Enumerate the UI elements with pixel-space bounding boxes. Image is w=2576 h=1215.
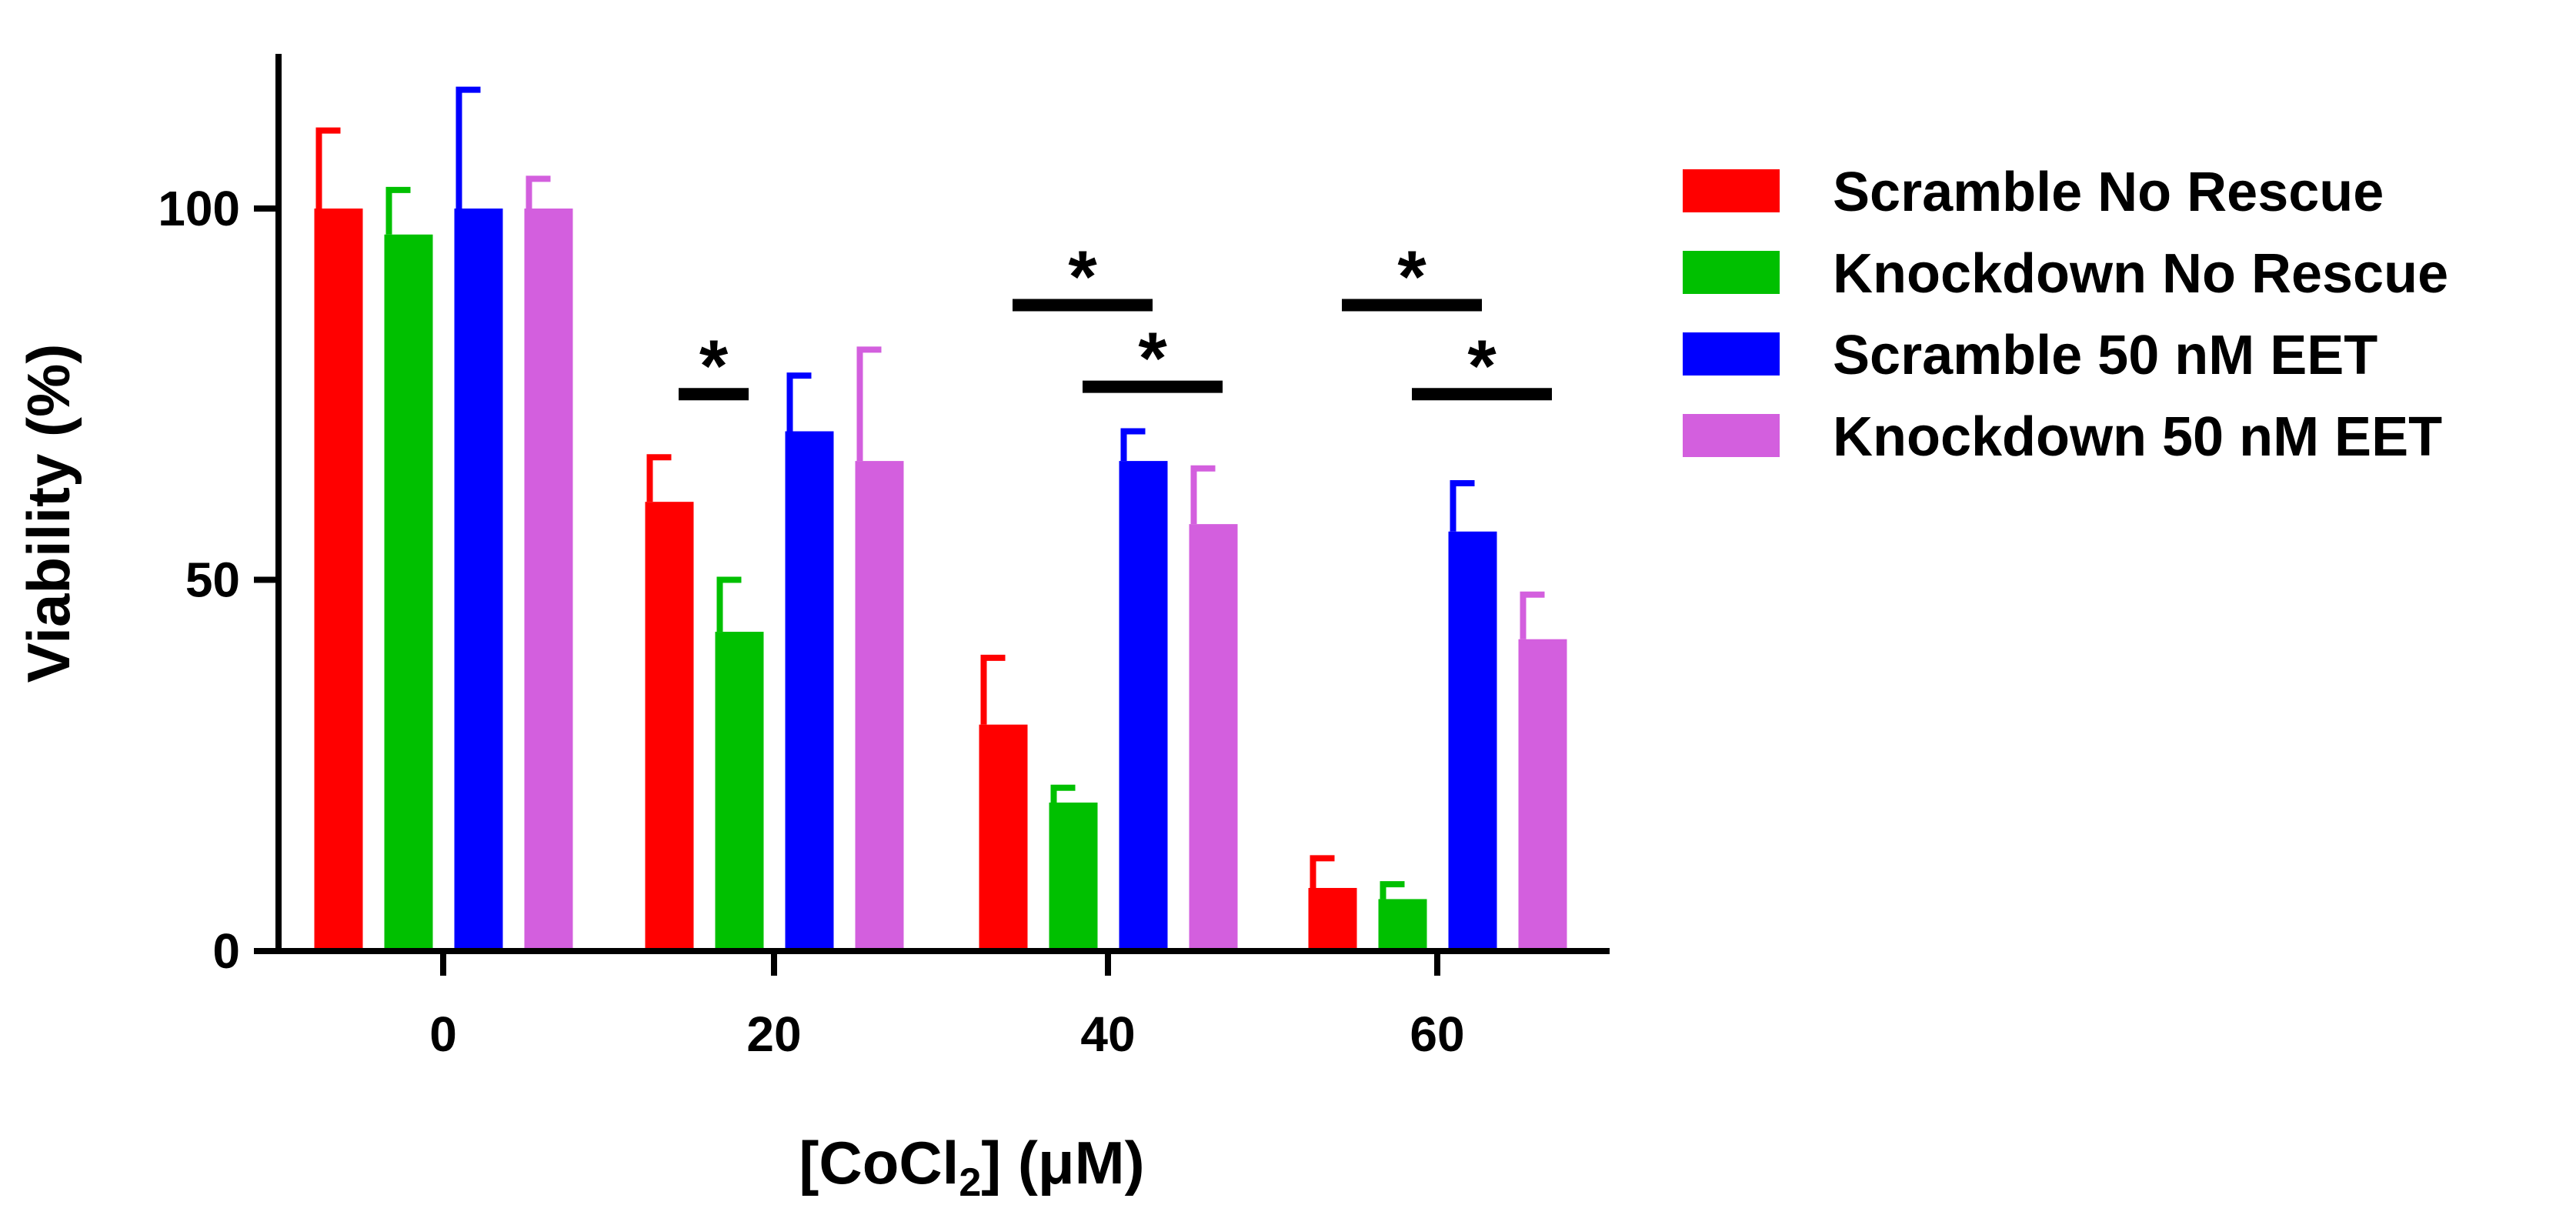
bar	[314, 209, 363, 951]
legend-label: Scramble 50 nM EET	[1833, 325, 2377, 386]
bar	[855, 461, 904, 951]
legend-swatch	[1683, 332, 1780, 376]
error-bars-layer	[315, 86, 1545, 900]
bar	[715, 632, 764, 951]
significance-star: *	[1397, 235, 1426, 318]
bar	[645, 502, 694, 951]
x-tick-label: 40	[1080, 1006, 1135, 1062]
bar	[1378, 899, 1427, 951]
x-axis-title-tail: ] (μM)	[981, 1129, 1144, 1197]
significance-star: *	[1068, 235, 1097, 318]
bar	[785, 431, 834, 951]
legend-label: Knockdown No Rescue	[1833, 243, 2448, 305]
axes-layer	[275, 54, 1610, 954]
legend: Scramble No Rescue Knockdown No Rescue Scr…	[1683, 162, 2448, 468]
legend-swatch	[1683, 414, 1780, 457]
bar	[384, 234, 433, 951]
y-ticks: 0 50 100	[158, 181, 279, 979]
x-axis-title-main: [CoCl	[799, 1129, 959, 1197]
significance-star: *	[699, 325, 729, 407]
bar	[454, 209, 503, 951]
x-tick-label: 20	[746, 1006, 801, 1062]
legend-label: Scramble No Rescue	[1833, 162, 2384, 223]
bar	[1119, 461, 1168, 951]
y-tick-label: 100	[158, 181, 240, 236]
legend-label: Knockdown 50 nM EET	[1833, 406, 2442, 468]
x-axis-title-subscript: 2	[959, 1160, 981, 1205]
bar	[1049, 803, 1098, 951]
bar	[1448, 531, 1497, 951]
bar	[979, 724, 1028, 951]
y-tick-label: 0	[212, 923, 240, 979]
legend-swatch	[1683, 251, 1780, 294]
bar	[524, 209, 573, 951]
bar	[1308, 887, 1357, 951]
x-tick-label: 0	[429, 1006, 457, 1062]
x-ticks: 0 20 40 60	[429, 951, 1465, 1062]
y-tick-label: 50	[185, 552, 240, 608]
significance-star: *	[1467, 325, 1497, 407]
y-axis-title: Viability (%)	[15, 344, 82, 683]
significance-annotations: * * * * *	[679, 235, 1552, 407]
bar	[1518, 639, 1567, 951]
x-axis-title: [CoCl2] (μM)	[799, 1129, 1144, 1205]
bars-layer	[314, 209, 1567, 951]
legend-swatch	[1683, 169, 1780, 212]
bar	[1189, 524, 1238, 951]
x-tick-label: 60	[1410, 1006, 1464, 1062]
significance-star: *	[1138, 318, 1167, 400]
